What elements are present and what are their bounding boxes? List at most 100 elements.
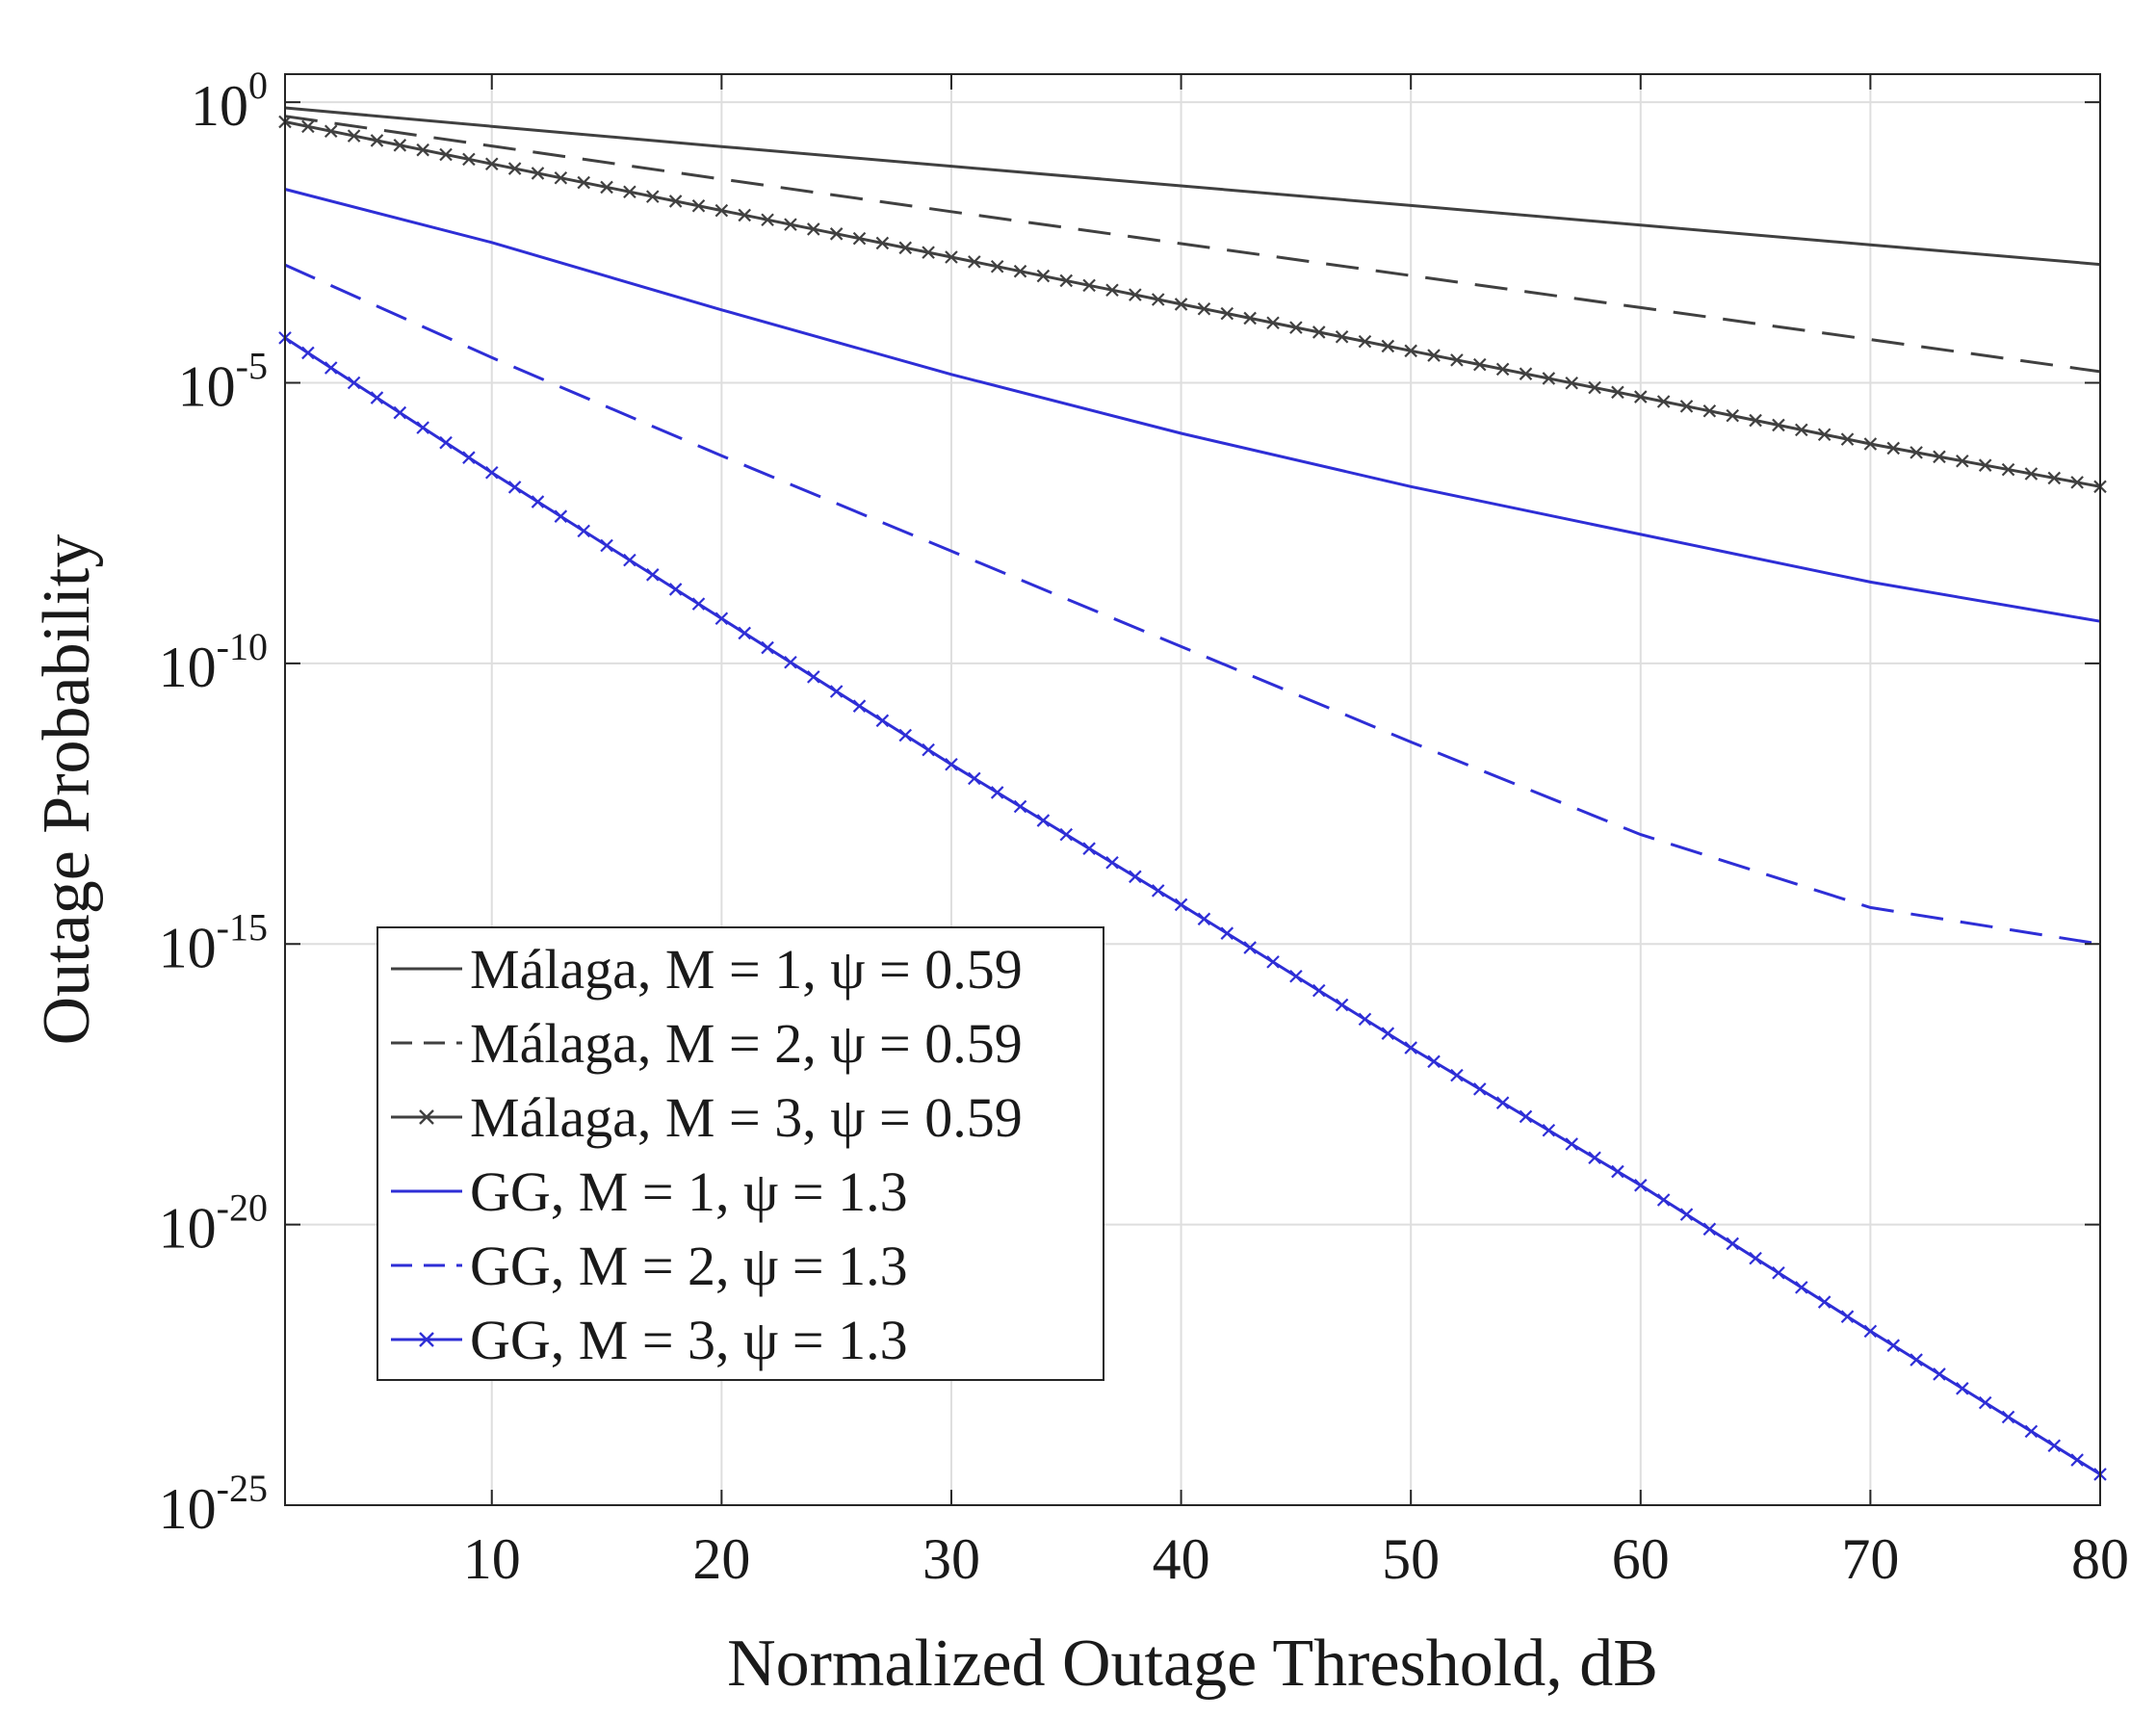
series-marker [2047,1439,2062,1453]
series-marker [1381,339,1395,353]
series-marker [370,134,384,147]
series-marker [1427,1054,1441,1069]
series-marker [1909,446,1923,459]
plot-frame [284,73,2101,1506]
x-tick-label: 70 [1841,1527,1899,1591]
series-marker [1840,432,1855,446]
series-marker [1565,1137,1578,1151]
series-marker [1656,395,1671,408]
series-marker [829,685,844,698]
series-marker [784,218,797,231]
series-marker [990,786,1004,799]
series-marker [1036,814,1051,827]
series-marker [1772,1265,1785,1280]
series-marker [852,699,867,713]
series-marker [1105,283,1119,298]
series-marker [324,124,338,139]
series-lines [278,106,2107,1481]
series-marker [1243,941,1257,954]
x-axis-ticks: 10 20 30 40 50 60 70 80 [463,74,2129,1591]
series-marker [875,714,890,728]
series-marker [1978,1395,1992,1410]
series-marker [761,213,774,227]
series-marker [1289,321,1303,334]
series-marker [1840,1310,1855,1323]
series-marker [1312,325,1326,339]
x-tick-label: 30 [922,1527,980,1591]
series-marker [922,246,935,259]
series-marker [2047,471,2062,485]
series-marker [462,152,476,167]
series-marker [1151,293,1165,306]
series-marker [691,198,706,213]
series-marker [1726,1236,1740,1251]
series-marker [1220,306,1234,321]
series-marker [1472,357,1487,372]
series-marker [370,391,384,404]
series-marker [968,255,981,269]
series-marker [554,170,568,185]
series-line [284,106,2101,267]
series-marker [2024,1424,2039,1439]
series-marker [1611,1164,1624,1179]
series-marker [922,742,935,757]
series-marker [1519,367,1533,380]
series-marker [1129,870,1142,884]
series-marker [301,119,315,134]
legend-label: GG, M = 1, ψ = 1.3 [470,1160,908,1223]
series-marker [645,190,660,203]
series-marker [1266,316,1280,330]
legend: Málaga, M = 1, ψ = 0.59 Málaga, M = 2, ψ … [377,926,1104,1381]
series-marker [393,139,407,152]
series-marker [484,465,499,480]
series-marker [1013,799,1027,814]
series-marker [784,655,797,669]
series-marker [1933,1367,1946,1381]
series-marker [1266,955,1280,969]
series-marker [1381,1027,1395,1040]
series-marker [2024,467,2039,481]
series-marker [439,147,453,162]
series-marker [1013,264,1027,278]
series-marker [1450,1068,1464,1082]
series-marker [1495,362,1510,377]
series-marker [807,222,820,236]
legend-label: GG, M = 3, ψ = 1.3 [470,1309,908,1371]
series-marker [1679,400,1694,413]
legend-label: Málaga, M = 1, ψ = 0.59 [470,938,1023,1001]
series-marker [1059,273,1074,288]
series-marker [1197,301,1211,316]
series-marker [1749,413,1762,428]
series-marker [1795,1281,1808,1294]
legend-box [377,926,1104,1381]
series-marker [738,208,751,222]
series-marker [1909,1353,1923,1367]
series-marker [761,640,774,655]
series-marker [1702,403,1717,418]
series-marker [1795,423,1808,437]
series-marker [1335,998,1349,1012]
series-marker [439,435,453,450]
series-marker [1197,912,1211,926]
series-marker [1059,827,1074,842]
series-marker [393,405,407,420]
series-marker [554,509,568,523]
series-marker [829,227,844,241]
y-tick-label: 100 [191,64,268,138]
series-marker [1335,330,1349,344]
series-marker [531,167,545,180]
legend-label: Málaga, M = 2, ψ = 0.59 [470,1012,1023,1075]
series-marker [623,553,636,567]
series-marker [1312,983,1326,998]
y-tick-label: 10-5 [178,345,268,419]
y-axis-ticks: 100 10-5 10-10 10-15 10-20 10-25 [159,64,2100,1541]
series-marker [1151,884,1165,898]
x-tick-label: 60 [1612,1527,1670,1591]
series-marker [1243,311,1257,325]
series-marker [1174,298,1188,311]
series-marker [347,376,361,390]
series-line [284,115,2101,374]
series-marker [898,241,913,255]
